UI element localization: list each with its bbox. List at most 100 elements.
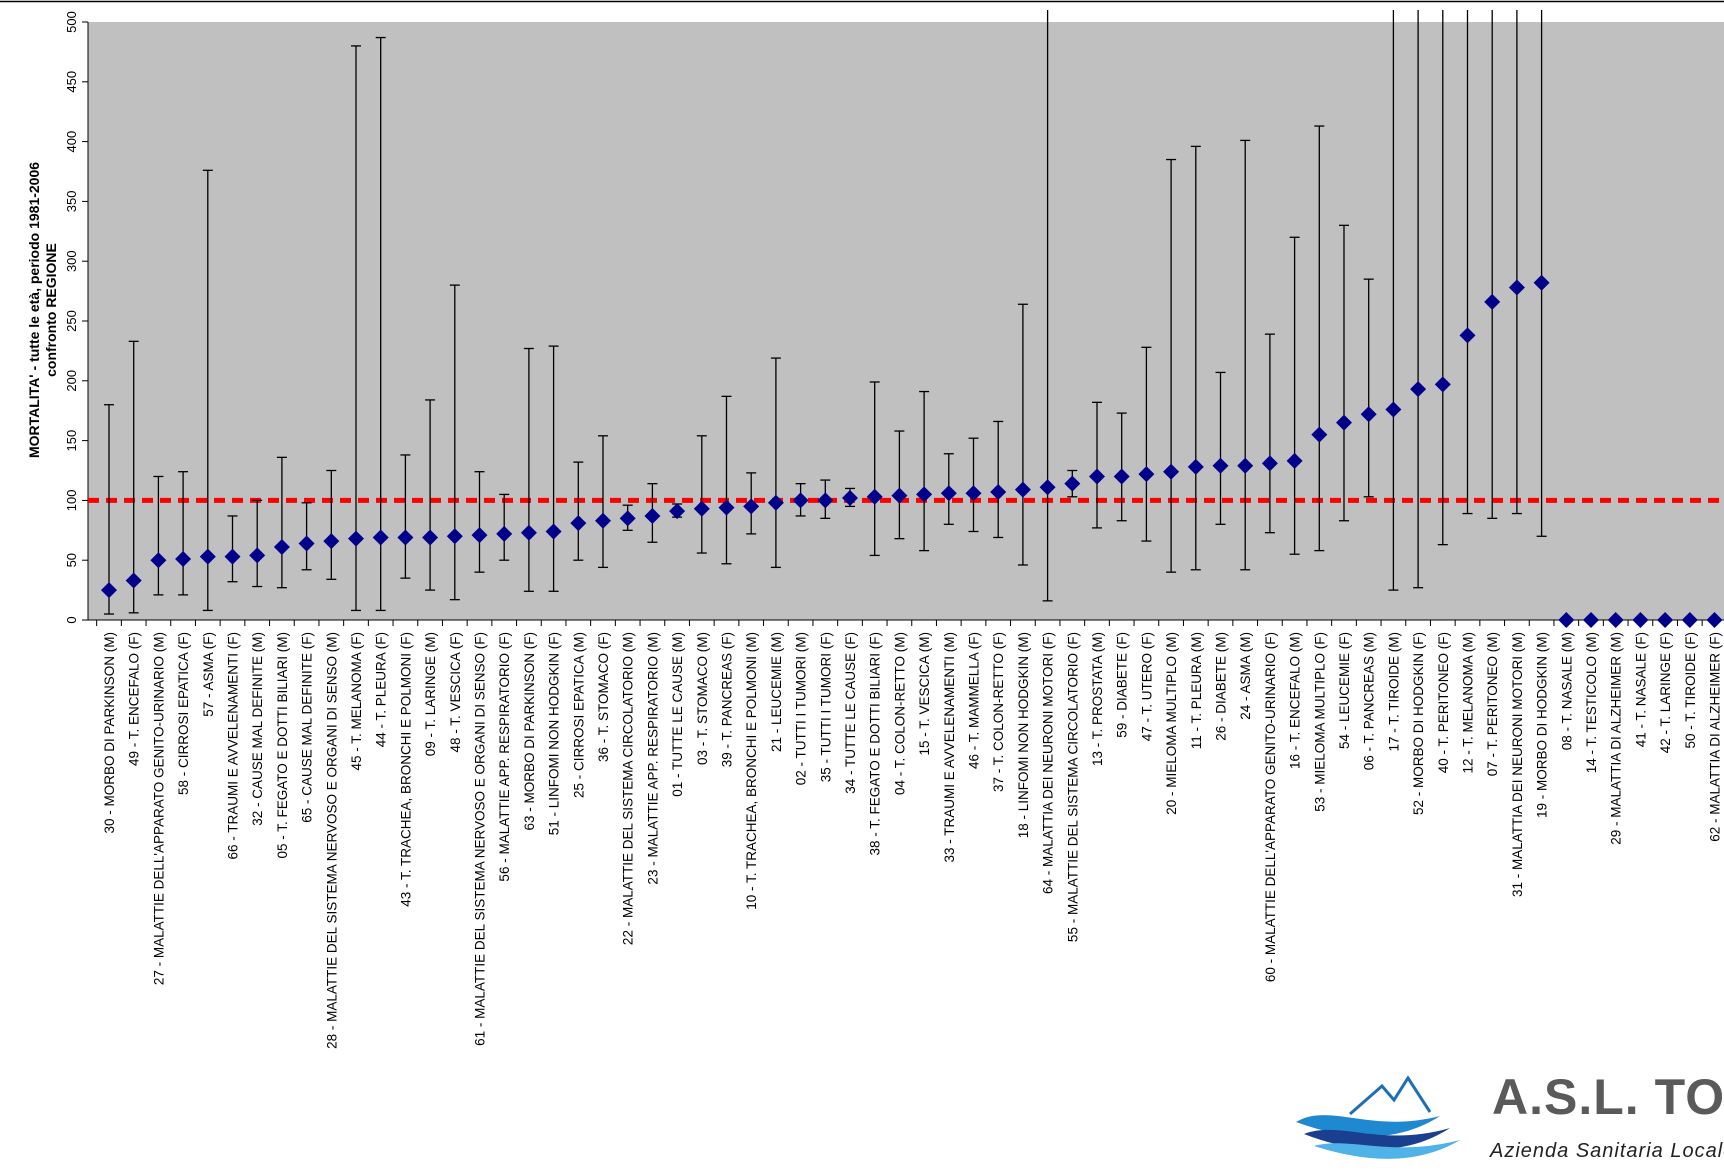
- x-tick-label: 44 - T. PLEURA (F): [374, 632, 389, 747]
- x-tick-label: 29 - MALATTIA DI ALZHEIMER (M): [1609, 632, 1624, 845]
- data-point: [372, 529, 389, 546]
- x-tick-label: 23 - MALATTIE APP. RESPIRATORIO (M): [645, 632, 660, 885]
- x-tick-label: 16 - T. ENCEFALO (M): [1288, 632, 1303, 769]
- x-tick-label: 48 - T. VESCICA (F): [448, 632, 463, 753]
- x-tick-label: 25 - CIRROSI EPATICA (M): [571, 632, 586, 798]
- data-point: [224, 548, 241, 565]
- x-tick-label: 45 - T. MELANOMA (F): [349, 632, 364, 771]
- y-axis-label-box: MORTALITA' - tutte le età, periodo 1981-…: [8, 0, 78, 620]
- x-tick-label: 15 - T. VESCICA (M): [917, 632, 932, 756]
- x-tick-label: 09 - T. LARINGE (M): [423, 632, 438, 756]
- data-point: [1657, 612, 1674, 628]
- data-point: [175, 551, 192, 568]
- data-point: [990, 484, 1007, 501]
- data-point: [570, 515, 587, 532]
- data-point: [323, 533, 340, 550]
- data-point: [1607, 612, 1624, 628]
- y-tick-label: 50: [64, 553, 79, 567]
- x-tick-label: 32 - CAUSE MAL DEFINITE (M): [250, 632, 265, 826]
- y-tick-label: 350: [64, 191, 79, 213]
- x-tick-label: 52 - MORBO DI HODGKIN (F): [1411, 632, 1426, 815]
- x-tick-label: 54 - LEUCEMIE (F): [1337, 632, 1352, 749]
- x-tick-label: 35 - TUTTI I TUMORI (F): [818, 632, 833, 782]
- x-tick-label: 60 - MALATTIE DELL'APPARATO GENITO-URINA…: [1263, 632, 1278, 982]
- data-point: [249, 547, 266, 564]
- asl-logo: A.S.L. TO4 Azienda Sanitaria Locale: [1290, 1060, 1724, 1170]
- logo-title: A.S.L. TO4: [1492, 1069, 1724, 1125]
- x-tick-label: 62 - MALATTIA DI ALZHEIMER (F): [1708, 632, 1723, 842]
- data-point: [101, 582, 117, 599]
- data-point: [150, 552, 167, 569]
- y-tick-label: 500: [64, 11, 79, 33]
- data-point: [940, 485, 957, 502]
- data-point: [866, 488, 883, 505]
- data-point: [1261, 455, 1278, 472]
- data-point: [199, 548, 216, 565]
- data-point: [1138, 466, 1155, 483]
- x-tick-label: 36 - T. STOMACO (F): [596, 632, 611, 762]
- x-tick-label: 19 - MORBO DI HODGKIN (M): [1535, 632, 1550, 818]
- x-tick-label: 65 - CAUSE MAL DEFINITE (F): [300, 632, 315, 823]
- data-point: [718, 499, 735, 516]
- y-tick-label: 250: [64, 310, 79, 332]
- x-tick-label: 07 - T. PERITONEO (M): [1485, 632, 1500, 776]
- data-point: [125, 572, 142, 589]
- data-point: [1336, 414, 1352, 431]
- x-tick-label: 24 - ASMA (M): [1238, 632, 1253, 720]
- x-tick-label: 38 - T. FEGATO E DOTTI BILIARI (F): [868, 632, 883, 856]
- data-point: [1089, 468, 1105, 485]
- x-tick-label: 42 - T. LARINGE (F): [1658, 632, 1673, 753]
- x-tick-label: 05 - T. FEGATO E DOTTI BILIARI (M): [275, 632, 290, 859]
- data-point: [1706, 612, 1723, 628]
- x-tick-label: 41 - T. NASALE (F): [1633, 632, 1648, 747]
- data-point: [842, 490, 858, 507]
- x-tick-label: 40 - T. PERITONEO (F): [1436, 632, 1451, 773]
- data-point: [1434, 376, 1451, 393]
- data-point: [1533, 274, 1550, 291]
- x-tick-label: 34 - TUTTE LE CAUSE (F): [843, 632, 858, 794]
- x-tick-label: 30 - MORBO DI PARKINSON (M): [102, 632, 117, 834]
- y-tick-label: 400: [64, 131, 79, 153]
- x-tick-label: 17 - T. TIROIDE (M): [1386, 632, 1401, 752]
- x-tick-label: 37 - T. COLON-RETTO (F): [991, 632, 1006, 792]
- data-point: [1508, 279, 1525, 296]
- data-point: [1286, 452, 1303, 469]
- x-tick-label: 33 - TRAUMI E AVVELENAMENTI (M): [942, 632, 957, 863]
- data-point: [595, 512, 611, 529]
- x-tick-label: 27 - MALATTIE DELL'APPARATO GENITO-URINA…: [151, 632, 166, 985]
- plot-area: [88, 22, 1724, 620]
- data-point: [817, 492, 834, 509]
- data-point: [792, 492, 809, 509]
- data-point: [891, 487, 908, 504]
- x-tick-label: 26 - DIABETE (M): [1214, 632, 1229, 741]
- data-point: [471, 527, 488, 544]
- data-point: [1064, 475, 1081, 492]
- data-point: [298, 535, 315, 552]
- data-point: [520, 524, 537, 541]
- data-point: [1360, 406, 1377, 423]
- x-tick-label: 64 - MALATTIA DEI NEURONI MOTORI (F): [1041, 632, 1056, 894]
- x-tick-label: 55 - MALATTIE DEL SISTEMA CIRCOLATORIO (…: [1065, 632, 1080, 942]
- data-point: [1558, 612, 1575, 628]
- data-point: [1212, 457, 1229, 474]
- y-tick-label: 200: [64, 370, 79, 392]
- data-point: [1385, 401, 1402, 418]
- x-tick-label: 06 - T. PANCREAS (M): [1362, 632, 1377, 770]
- y-tick-label: 300: [64, 250, 79, 272]
- data-point: [1410, 381, 1427, 398]
- x-tick-label: 51 - LINFOMI NON HODGKIN (F): [547, 632, 562, 835]
- x-tick-label: 02 - TUTTI I TUMORI (M): [794, 632, 809, 785]
- x-tick-label: 12 - T. MELANOMA (M): [1461, 632, 1476, 774]
- x-tick-label: 57 - ASMA (F): [201, 632, 216, 717]
- x-tick-label: 50 - T. TIROIDE (F): [1683, 632, 1698, 749]
- data-point: [273, 539, 290, 556]
- data-point: [1681, 612, 1698, 628]
- x-tick-label: 39 - T. PANCREAS (F): [720, 632, 735, 767]
- x-tick-label: 63 - MORBO DI PARKINSON (F): [522, 632, 537, 831]
- y-axis-label-line1: MORTALITA' - tutte le età, periodo 1981-…: [26, 161, 42, 459]
- data-point: [644, 507, 661, 524]
- x-tick-label: 49 - T. ENCEFALO (F): [127, 632, 142, 766]
- x-tick-label: 46 - T. MAMMELLA (F): [967, 632, 982, 769]
